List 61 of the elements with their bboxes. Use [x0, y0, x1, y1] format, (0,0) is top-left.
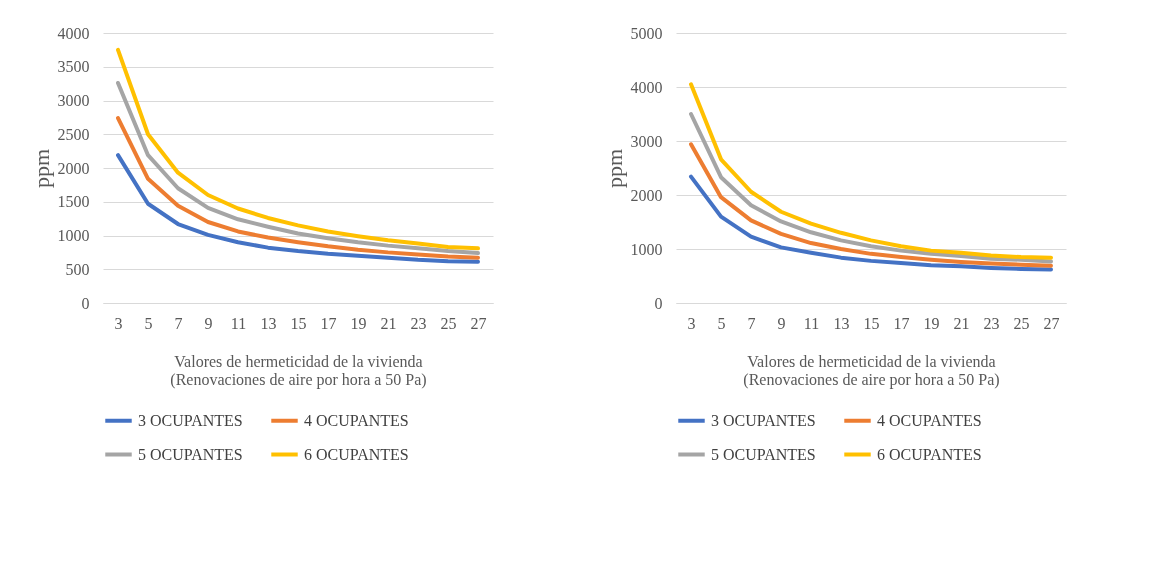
y-tick-label: 3000 [57, 92, 90, 109]
x-tick-label: 25 [1013, 314, 1030, 332]
y-tick-label: 500 [65, 260, 90, 278]
x-axis-title: Valores de hermeticidad de la vivienda (Renovaciones de aire por hora a 50 Pa) [743, 352, 1000, 389]
y-tick-label: 5000 [630, 24, 663, 42]
x-tick-label: 19 [923, 314, 940, 332]
line-series [689, 142, 1053, 268]
x-tick-label: 23 [983, 314, 1000, 332]
x-tick-label: 3 [114, 314, 123, 332]
y-tick-label: 4000 [630, 78, 663, 96]
y-tick-label: 1000 [630, 240, 663, 258]
y-tick-label: 3500 [57, 58, 90, 76]
y-tick-label: 4000 [57, 24, 90, 42]
x-tick-label: 11 [803, 314, 820, 332]
x-tick-label: 11 [230, 314, 247, 332]
x-tick-label: 15 [290, 314, 307, 332]
line-series [689, 82, 1053, 260]
y-tick-label: 2500 [57, 125, 90, 143]
y-axis-title: ppm [28, 148, 54, 189]
x-tick-label: 23 [410, 314, 427, 332]
y-tick-label: 1500 [57, 193, 90, 211]
line-series [116, 47, 480, 251]
x-tick-label: 17 [893, 314, 910, 332]
line-series [116, 80, 480, 256]
y-tick-label: 2000 [57, 159, 90, 177]
y-tick-label: 3000 [630, 132, 663, 150]
x-tick-label: 3 [687, 314, 696, 332]
legend-label: 6 OCUPANTES [877, 445, 982, 463]
legend-label: 6 OCUPANTES [304, 445, 409, 463]
x-tick-label: 13 [833, 314, 850, 332]
legend-label: 4 OCUPANTES [304, 411, 409, 429]
x-tick-label: 7 [174, 314, 183, 332]
x-tick-label: 7 [747, 314, 756, 332]
y-tick-label: 1000 [57, 227, 90, 244]
legend-label: 4 OCUPANTES [877, 411, 982, 429]
x-tick-label: 21 [380, 314, 397, 332]
line-series [689, 174, 1053, 272]
x-tick-label: 17 [320, 314, 337, 332]
y-tick-label: 0 [81, 294, 90, 312]
x-tick-label: 9 [204, 314, 213, 332]
x-tick-label: 27 [470, 314, 487, 332]
x-tick-label: 27 [1043, 314, 1060, 332]
legend-label: 5 OCUPANTES [138, 445, 243, 463]
x-tick-label: 25 [440, 314, 457, 332]
x-tick-label: 13 [260, 314, 277, 332]
x-tick-label: 19 [350, 314, 367, 332]
x-tick-label: 5 [144, 314, 153, 332]
line-series [689, 112, 1053, 264]
y-tick-label: 0 [654, 294, 663, 312]
x-tick-label: 21 [953, 314, 970, 332]
y-axis-title: ppm [601, 148, 627, 189]
legend-label: 3 OCUPANTES [711, 411, 816, 429]
x-tick-label: 15 [863, 314, 880, 332]
line-series [116, 153, 480, 264]
legend-label: 3 OCUPANTES [138, 411, 243, 429]
y-tick-label: 2000 [630, 186, 663, 204]
x-tick-label: 9 [777, 314, 786, 332]
legend-label: 5 OCUPANTES [711, 445, 816, 463]
x-axis-title: Valores de hermeticidad de la vivienda (Renovaciones de aire por hora a 50 Pa) [170, 352, 427, 389]
line-series [116, 116, 480, 260]
x-tick-label: 5 [717, 314, 726, 332]
